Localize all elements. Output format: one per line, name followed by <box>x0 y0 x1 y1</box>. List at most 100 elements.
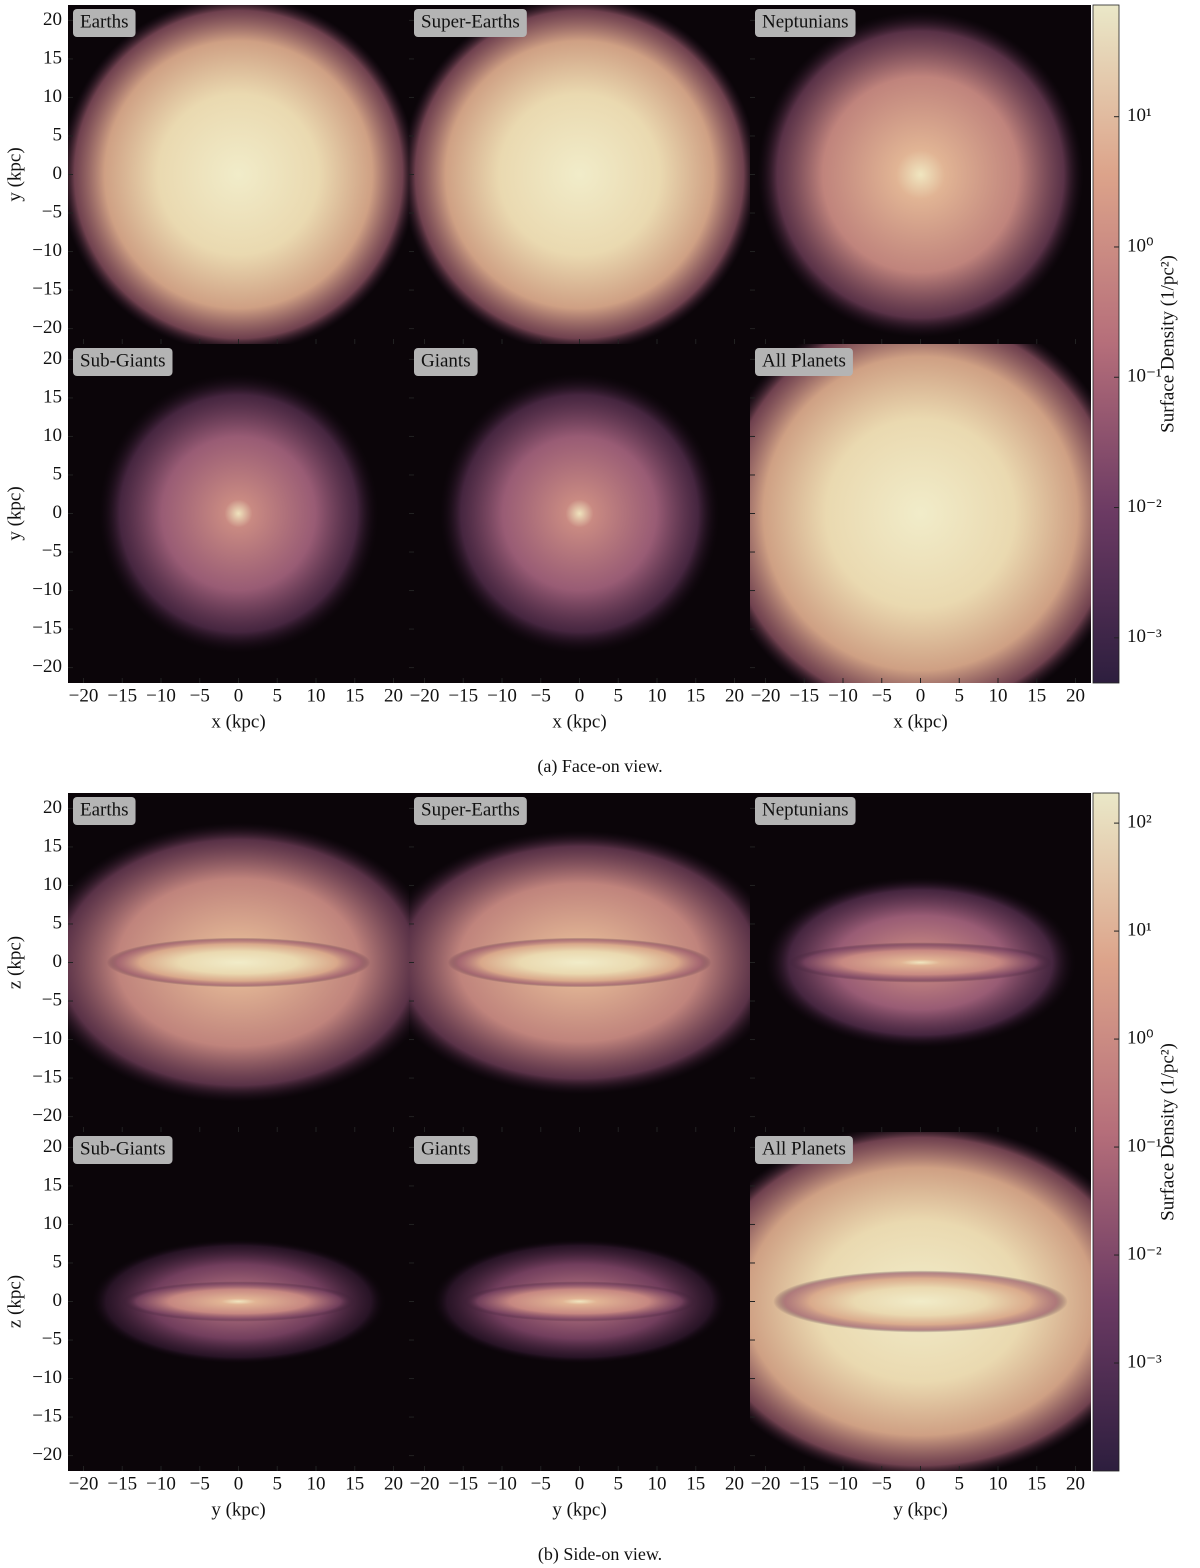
y-tick-label: −20 <box>32 317 62 338</box>
y-tick-label: 0 <box>53 163 63 184</box>
x-tick-label: 15 <box>1027 1473 1046 1494</box>
x-tick-label: 5 <box>614 1473 624 1494</box>
panel: Earths −20 −15 −10 −5 0 5 10 15 20 y (kpc) <box>4 5 409 344</box>
x-tick-label: 20 <box>1066 685 1085 706</box>
y-tick-label: 15 <box>43 835 62 856</box>
y-axis-label: y (kpc) <box>4 147 25 201</box>
y-tick-label: 15 <box>43 1174 62 1195</box>
x-tick-label: −5 <box>531 685 551 706</box>
panel: Neptunians <box>750 793 1091 1132</box>
x-tick-label: 0 <box>575 685 585 706</box>
density-map <box>68 344 409 683</box>
x-tick-label: −20 <box>410 1473 440 1494</box>
x-tick-label: −20 <box>410 685 440 706</box>
x-tick-label: 5 <box>273 685 283 706</box>
x-tick-label: −5 <box>190 1473 210 1494</box>
panel-title: Earths <box>80 799 129 820</box>
y-tick-label: 20 <box>43 797 62 818</box>
y-tick-label: 5 <box>53 912 63 933</box>
x-tick-label: −5 <box>872 1473 892 1494</box>
panel-title-box <box>414 797 527 825</box>
x-tick-label: 10 <box>648 1473 667 1494</box>
y-tick-label: 10 <box>43 874 62 895</box>
colorbar-tick-label: 10⁻³ <box>1127 626 1162 647</box>
caption: (a) Face-on view. <box>537 756 662 777</box>
x-tick-label: 15 <box>345 1473 364 1494</box>
y-tick-label: 15 <box>43 386 62 407</box>
density-map <box>409 793 750 1132</box>
density-core <box>447 937 712 988</box>
x-tick-label: −15 <box>789 1473 819 1494</box>
panel-title: All Planets <box>762 350 846 371</box>
density-halo <box>750 344 1091 683</box>
x-tick-label: 10 <box>989 685 1008 706</box>
panel: Neptunians <box>750 5 1091 344</box>
x-tick-label: −15 <box>107 1473 137 1494</box>
x-axis-label: x (kpc) <box>893 711 947 732</box>
x-tick-label: −20 <box>69 685 99 706</box>
panel: Giants −20 −15 −10 −5 0 5 10 15 20 y (kpc) <box>409 1132 750 1520</box>
colorbar-tick-label: 10⁰ <box>1127 235 1154 256</box>
y-tick-label: −10 <box>32 1367 62 1388</box>
density-core <box>788 942 1053 983</box>
x-tick-label: 15 <box>345 685 364 706</box>
y-tick-label: −15 <box>32 1066 62 1087</box>
x-tick-label: 15 <box>686 685 705 706</box>
caption: (b) Side-on view. <box>538 1544 662 1565</box>
panel: Sub-Giants −20 −15 −10 −5 0 5 10 15 20 −20 −15 −10 −5… <box>4 344 409 732</box>
y-tick-label: −15 <box>32 617 62 638</box>
x-tick-label: −10 <box>487 1473 517 1494</box>
x-tick-label: −10 <box>146 685 176 706</box>
y-axis-label: z (kpc) <box>4 1275 25 1328</box>
y-tick-label: −5 <box>42 989 62 1010</box>
y-tick-label: 10 <box>43 425 62 446</box>
panel-title-box <box>414 1136 478 1164</box>
x-axis-label: y (kpc) <box>893 1499 947 1520</box>
panel-title: Super-Earths <box>421 11 520 32</box>
colorbar-tick-label: 10⁰ <box>1127 1027 1154 1048</box>
panel: Earths −20 −15 −10 −5 0 5 10 15 20 z (kpc) <box>4 793 409 1132</box>
density-halo <box>68 5 409 344</box>
x-tick-label: 5 <box>955 685 965 706</box>
density-core <box>122 1281 355 1322</box>
density-core <box>773 1270 1068 1333</box>
x-tick-label: −15 <box>448 1473 478 1494</box>
y-tick-label: −10 <box>32 579 62 600</box>
panel: Giants −20 −15 −10 −5 0 5 10 15 20 x (kpc) <box>409 344 750 732</box>
panel-title-box <box>755 797 856 825</box>
panel-title-box <box>73 1136 173 1164</box>
colorbar-tick-label: 10¹ <box>1127 919 1152 940</box>
x-axis-label: x (kpc) <box>211 711 265 732</box>
colorbar-tick-label: 10² <box>1127 811 1152 832</box>
x-tick-label: −15 <box>448 685 478 706</box>
x-tick-label: 0 <box>234 1473 244 1494</box>
x-axis-label: y (kpc) <box>211 1499 265 1520</box>
colorbar-label: Surface Density (1/pc²) <box>1157 1043 1178 1221</box>
x-tick-label: 10 <box>307 1473 326 1494</box>
panel-title-box <box>755 1136 853 1164</box>
y-tick-label: 5 <box>53 1251 63 1272</box>
y-tick-label: 20 <box>43 348 62 369</box>
panel: Sub-Giants −20 −15 −10 −5 0 5 10 15 20 −20 −15 −10 −5… <box>4 1132 409 1520</box>
y-tick-label: −5 <box>42 201 62 222</box>
x-axis-label: x (kpc) <box>552 711 606 732</box>
panel: All Planets −20 −15 −10 −5 0 5 10 15 20 y (kpc) <box>750 1132 1091 1520</box>
y-tick-label: −20 <box>32 1105 62 1126</box>
colorbar-tick-label: 10⁻³ <box>1127 1351 1162 1372</box>
panel-title-box <box>73 9 136 37</box>
panel-title: Earths <box>80 11 129 32</box>
density-halo <box>440 374 719 653</box>
colorbar <box>1092 4 1120 684</box>
x-tick-label: −20 <box>751 685 781 706</box>
density-halo <box>99 374 378 653</box>
panel-title: Giants <box>421 350 471 371</box>
panel-title: Sub-Giants <box>80 350 166 371</box>
x-tick-label: −15 <box>107 685 137 706</box>
x-tick-label: 20 <box>1066 1473 1085 1494</box>
colorbar-tick-label: 10¹ <box>1127 105 1152 126</box>
colorbar-tick-label: 10⁻² <box>1127 496 1162 517</box>
density-core <box>463 1281 696 1322</box>
x-tick-label: 0 <box>575 1473 585 1494</box>
panel-title: All Planets <box>762 1138 846 1159</box>
